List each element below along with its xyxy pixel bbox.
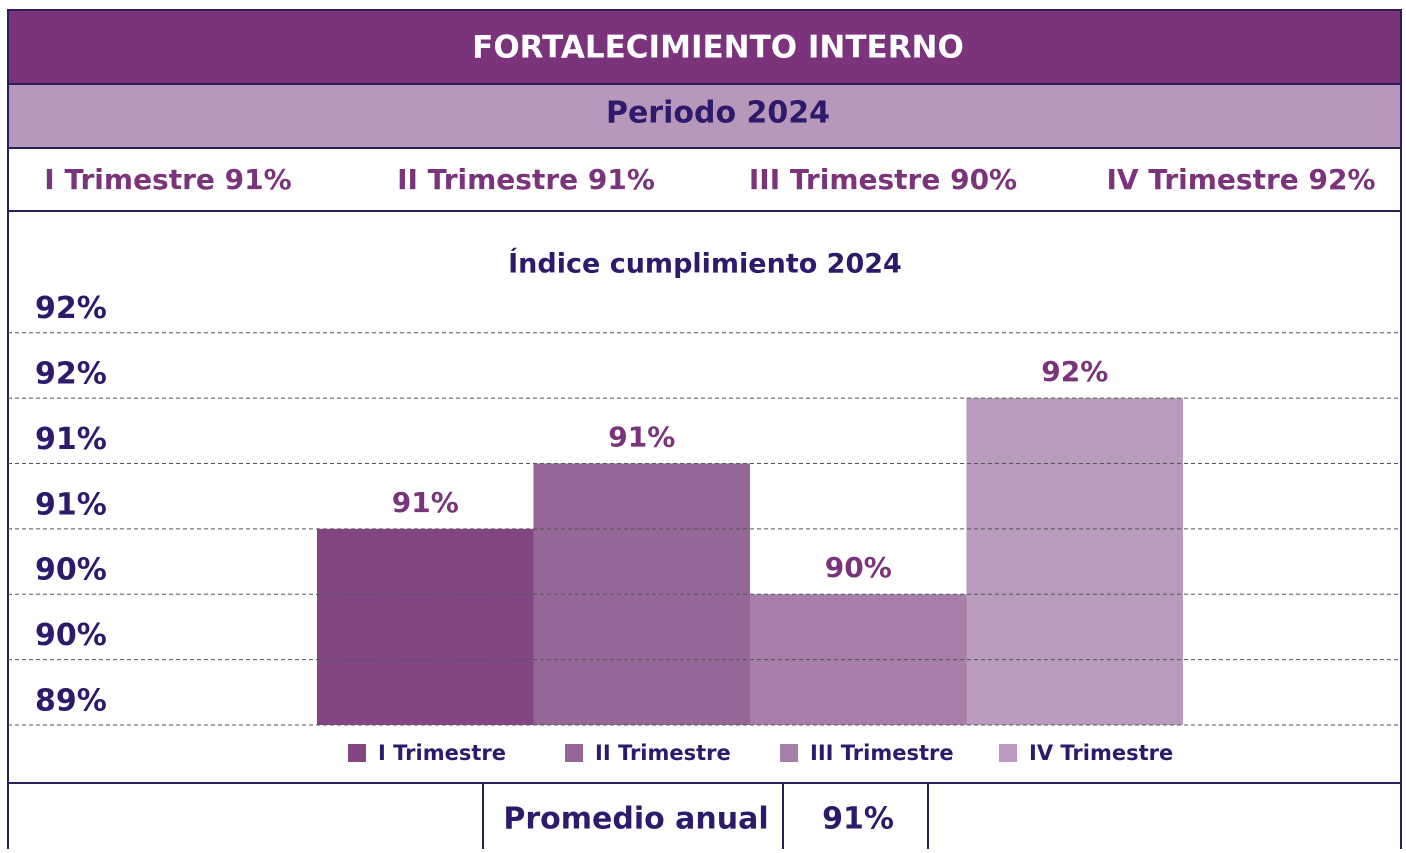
y-tick-label: 90% (35, 553, 107, 588)
legend-label: I Trimestre (378, 741, 506, 765)
average-value: 91% (822, 802, 894, 837)
value-label: 91% (608, 420, 675, 453)
legend-swatch (565, 744, 583, 762)
value-label: 92% (1041, 355, 1108, 388)
legend-label: III Trimestre (810, 741, 954, 765)
period-bar (8, 85, 1401, 147)
y-tick-label: 91% (35, 422, 107, 457)
y-tick-label: 91% (35, 487, 107, 522)
y-tick-label: 92% (35, 291, 107, 326)
value-label: 90% (825, 551, 892, 584)
bar (317, 528, 534, 725)
quarter-summary: I Trimestre 91% (44, 163, 291, 196)
quarter-summary: III Trimestre 90% (749, 163, 1017, 196)
plot: 91% 91% 90% 92% 89% 90% 90% 91% 91% 92% 92% I Trime… (8, 291, 1401, 765)
quarter-summary: II Trimestre 91% (397, 163, 655, 196)
value-label: 91% (392, 486, 459, 519)
y-tick-label: 89% (35, 684, 107, 719)
legend-label: II Trimestre (595, 741, 731, 765)
average-label: Promedio anual (503, 802, 768, 837)
y-tick-label: 92% (35, 357, 107, 392)
legend-swatch (348, 744, 366, 762)
title: FORTALECIMIENTO INTERNO (472, 30, 964, 66)
legend-swatch (999, 744, 1017, 762)
borders (7, 9, 1402, 853)
y-tick-label: 90% (35, 618, 107, 653)
bar (966, 398, 1183, 725)
legend-swatch (780, 744, 798, 762)
period: Periodo 2024 (606, 96, 830, 131)
legend-label: IV Trimestre (1029, 741, 1173, 765)
chart-title: Índice cumplimiento 2024 (508, 248, 902, 280)
title-bar (8, 10, 1401, 83)
quarter-summary: IV Trimestre 92% (1106, 163, 1375, 196)
